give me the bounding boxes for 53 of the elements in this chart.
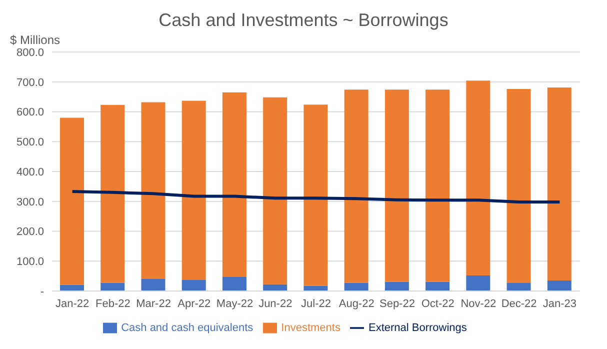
x-tick-label: Sep-22 — [379, 298, 415, 310]
bar — [344, 90, 368, 283]
bar — [426, 282, 450, 291]
bar — [141, 102, 166, 280]
y-tick-label: 400.0 — [16, 166, 44, 178]
bar — [344, 282, 368, 291]
y-tick-label: 200.0 — [16, 226, 44, 238]
y-axis-title: $ Millions — [10, 33, 60, 47]
x-tick-label: Apr-22 — [178, 298, 211, 310]
bar — [506, 282, 531, 291]
bar — [60, 118, 84, 285]
y-tick-label: 800.0 — [16, 46, 44, 59]
x-tick-label: Feb-22 — [95, 298, 130, 310]
x-tick-label: Nov-22 — [460, 298, 496, 310]
x-tick-label: Dec-22 — [501, 298, 537, 310]
bar — [506, 89, 531, 283]
y-tick-label: 100.0 — [16, 256, 44, 268]
x-tick-label: Jun-22 — [258, 298, 292, 310]
bar — [222, 276, 246, 291]
y-tick-label: - — [40, 286, 44, 298]
bar — [466, 80, 490, 276]
y-tick-label: 300.0 — [16, 196, 44, 208]
bar — [547, 88, 572, 281]
bar — [426, 90, 450, 282]
bar — [384, 282, 409, 291]
bar — [141, 279, 166, 291]
x-tick-label: Jan-23 — [542, 298, 577, 310]
bar — [263, 97, 288, 284]
bar — [100, 282, 125, 291]
bar — [466, 275, 490, 291]
bar — [182, 100, 206, 280]
legend-label: Cash and cash equivalents — [121, 322, 254, 334]
x-tick-label: Mar-22 — [136, 298, 171, 310]
y-tick-label: 700.0 — [16, 76, 44, 89]
legend-label: Investments — [281, 322, 340, 334]
bar — [263, 284, 288, 291]
y-tick-label: 500.0 — [16, 136, 44, 149]
x-tick-label: Jul-22 — [301, 298, 331, 310]
bar — [384, 90, 409, 282]
x-tick-label: Aug-22 — [338, 298, 374, 310]
x-tick-label: Oct-22 — [421, 298, 454, 310]
legend-label: External Borrowings — [368, 322, 467, 334]
x-tick-label: May-22 — [216, 298, 254, 310]
bar — [304, 104, 328, 286]
bar — [100, 104, 125, 283]
line-series — [70, 190, 562, 204]
bar — [182, 280, 206, 291]
bar — [60, 284, 84, 291]
chart-title: Cash and Investments ~ Borrowings — [158, 10, 450, 31]
bar — [222, 92, 246, 277]
x-tick-label: Jan-22 — [55, 298, 90, 310]
bar — [547, 280, 572, 291]
y-tick-label: 600.0 — [16, 106, 44, 119]
